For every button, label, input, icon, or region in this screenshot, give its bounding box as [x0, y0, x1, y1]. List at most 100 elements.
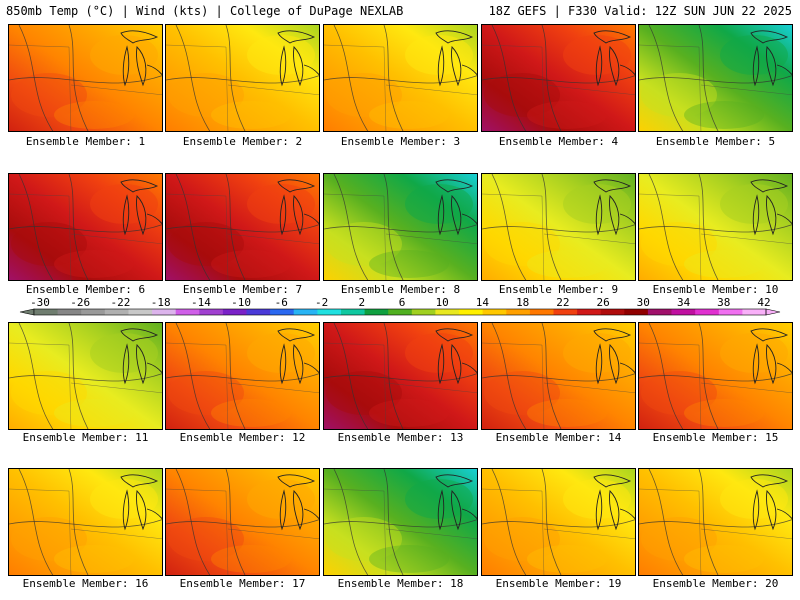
temperature-field: [482, 323, 635, 429]
temperature-field: [324, 25, 477, 131]
ensemble-member-caption: Ensemble Member: 20: [652, 577, 779, 590]
colorbar-segment: [293, 309, 318, 315]
ensemble-member-map: [481, 322, 636, 430]
ensemble-member-map: [481, 468, 636, 576]
temperature-field: [639, 323, 792, 429]
colorbar-segment: [175, 309, 200, 315]
colorbar-tick-label: -30: [30, 297, 50, 309]
ensemble-member-caption: Ensemble Member: 16: [22, 577, 149, 590]
colorbar-tick-label: 6: [399, 297, 406, 309]
colorbar-tick-label: -10: [231, 297, 251, 309]
colorbar-segment: [459, 309, 483, 315]
colorbar-segment: [34, 309, 58, 315]
colorbar-tick-label: 34: [677, 297, 691, 309]
temperature-field: [9, 469, 162, 575]
ensemble-member-caption: Ensemble Member: 10: [652, 283, 779, 296]
map-title: 850mb Temp (°C) | Wind (kts) | College o…: [6, 4, 404, 18]
ensemble-member-caption: Ensemble Member: 9: [498, 283, 619, 296]
colorbar-segment: [718, 309, 743, 315]
ensemble-member-map: [638, 468, 793, 576]
ensemble-member-caption: Ensemble Member: 12: [179, 431, 306, 444]
colorbar-tick-label: 26: [596, 297, 609, 309]
colorbar-segment: [317, 309, 342, 315]
ensemble-member-caption: Ensemble Member: 11: [22, 431, 149, 444]
colorbar-tick-label: 42: [757, 297, 770, 309]
temperature-field: [166, 25, 319, 131]
colorbar-tick-label: 38: [717, 297, 730, 309]
colorbar-tick-label: -22: [110, 297, 130, 309]
temperature-field: [482, 174, 635, 280]
colorbar-tick-label: 10: [436, 297, 449, 309]
colorbar-tick-label: -6: [275, 297, 288, 309]
ensemble-member-map: [323, 173, 478, 281]
ensemble-member-caption: Ensemble Member: 3: [340, 135, 461, 148]
ensemble-member-map: [8, 322, 163, 430]
model-valid-time: 18Z GEFS | F330 Valid: 12Z SUN JUN 22 20…: [488, 4, 792, 18]
colorbar-tick-label: -26: [70, 297, 90, 309]
colorbar-tick-label: -18: [151, 297, 171, 309]
temperature-field: [166, 323, 319, 429]
temperature-field: [324, 323, 477, 429]
colorbar-segment: [364, 309, 389, 315]
temperature-field: [9, 25, 162, 131]
colorbar-segment: [600, 309, 625, 315]
colorbar-segment: [742, 309, 767, 315]
ensemble-member-map: [8, 173, 163, 281]
colorbar-segment: [152, 309, 177, 315]
colorbar-tick-label: -14: [191, 297, 211, 309]
temperature-field: [482, 25, 635, 131]
temperature-field: [324, 469, 477, 575]
ensemble-member-map: [481, 173, 636, 281]
colorbar-segment: [222, 309, 247, 315]
colorbar-tick-label: 22: [556, 297, 569, 309]
temperature-field: [639, 25, 792, 131]
colorbar-tick-label: -2: [315, 297, 328, 309]
ensemble-member-caption: Ensemble Member: 6: [25, 283, 146, 296]
colorbar-segment: [506, 309, 531, 315]
temperature-field: [639, 469, 792, 575]
ensemble-member-caption: Ensemble Member: 8: [340, 283, 461, 296]
ensemble-member-caption: Ensemble Member: 13: [337, 431, 464, 444]
colorbar-segment: [246, 309, 271, 315]
ensemble-member-map: [481, 24, 636, 132]
colorbar-segment: [482, 309, 507, 315]
ensemble-member-map: [8, 24, 163, 132]
colorbar-segment: [388, 309, 413, 315]
colorbar-segment: [104, 309, 129, 315]
colorbar-segment: [553, 309, 578, 315]
ensemble-member-caption: Ensemble Member: 14: [495, 431, 622, 444]
ensemble-member-caption: Ensemble Member: 7: [182, 283, 303, 296]
colorbar-segment: [128, 309, 153, 315]
ensemble-member-map: [165, 468, 320, 576]
temperature-colorbar: -30 -26 -22 -18 -14 -10 -6 -2 2 6 10 14 18 22 26 30 34 38…: [19, 297, 781, 316]
colorbar-segment: [624, 309, 649, 315]
colorbar-segment: [671, 309, 696, 315]
temperature-field: [324, 174, 477, 280]
colorbar-segment: [411, 309, 436, 315]
ensemble-member-map: [638, 24, 793, 132]
ensemble-member-map: [323, 468, 478, 576]
ensemble-member-caption: Ensemble Member: 19: [495, 577, 622, 590]
ensemble-member-map: [323, 322, 478, 430]
ensemble-member-caption: Ensemble Member: 2: [182, 135, 303, 148]
colorbar-segment: [199, 309, 224, 315]
colorbar-segment: [341, 309, 365, 315]
colorbar-segment: [647, 309, 672, 315]
colorbar-tick-label: 18: [516, 297, 529, 309]
ensemble-member-caption: Ensemble Member: 15: [652, 431, 779, 444]
ensemble-member-map: [165, 322, 320, 430]
colorbar-segment: [577, 309, 602, 315]
ensemble-member-map: [165, 24, 320, 132]
temperature-field: [9, 323, 162, 429]
ensemble-member-caption: Ensemble Member: 17: [179, 577, 306, 590]
ensemble-member-map: [8, 468, 163, 576]
colorbar-segment: [270, 309, 295, 315]
colorbar-segment: [529, 309, 554, 315]
colorbar-segment: [695, 309, 720, 315]
ensemble-member-map: [165, 173, 320, 281]
colorbar-tick-label: 30: [637, 297, 650, 309]
ensemble-member-caption: Ensemble Member: 18: [337, 577, 464, 590]
temperature-field: [639, 174, 792, 280]
temperature-field: [166, 174, 319, 280]
ensemble-member-caption: Ensemble Member: 1: [25, 135, 146, 148]
